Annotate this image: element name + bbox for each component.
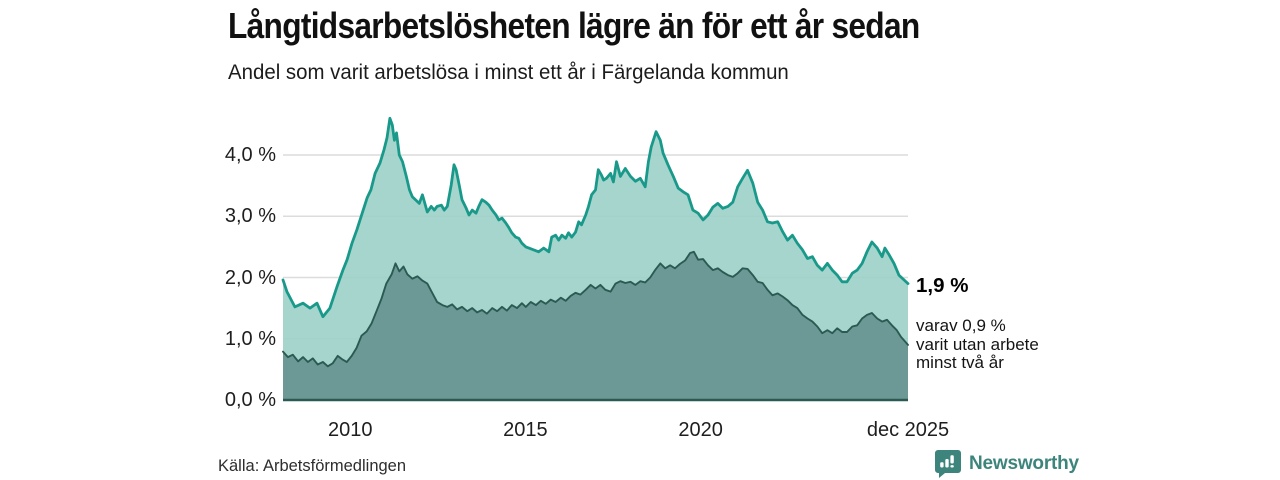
annotation-two-year-line: varav 0,9 % (916, 316, 1006, 335)
y-tick-label: 1,0 % (224, 327, 276, 350)
x-tick-label: 2015 (503, 419, 548, 441)
bar-chart-speech-bubble-icon (935, 450, 961, 478)
x-tick-label: 2010 (328, 419, 373, 441)
annotation-two-year-line: minst två år (916, 353, 1004, 372)
newsworthy-logo: Newsworthy (934, 449, 1079, 479)
y-tick-label: 2,0 % (224, 266, 276, 289)
chart-title: Långtidsarbetslösheten lägre än för ett … (228, 5, 920, 46)
source-note: Källa: Arbetsförmedlingen (218, 457, 407, 475)
line-total (281, 116, 910, 319)
line-two-year (282, 250, 909, 368)
annotation-total-value: 1,9 % (916, 274, 969, 297)
x-tick-label: 2020 (678, 419, 723, 441)
annotation-two-year-line: varit utan arbete (916, 334, 1039, 354)
chart-subtitle: Andel som varit arbetslösa i minst ett å… (228, 60, 789, 84)
annotation-two-year: varav 0,9 % varit utan arbete minst två … (916, 316, 1039, 373)
y-tick-label: 3,0 % (224, 205, 276, 228)
y-tick-label: 0,0 % (224, 389, 276, 411)
area-two-year (283, 251, 908, 400)
y-tick-label: 4,0 % (224, 144, 276, 166)
x-tick-label: dec 2025 (866, 419, 950, 441)
newsworthy-wordmark: Newsworthy (969, 453, 1079, 474)
